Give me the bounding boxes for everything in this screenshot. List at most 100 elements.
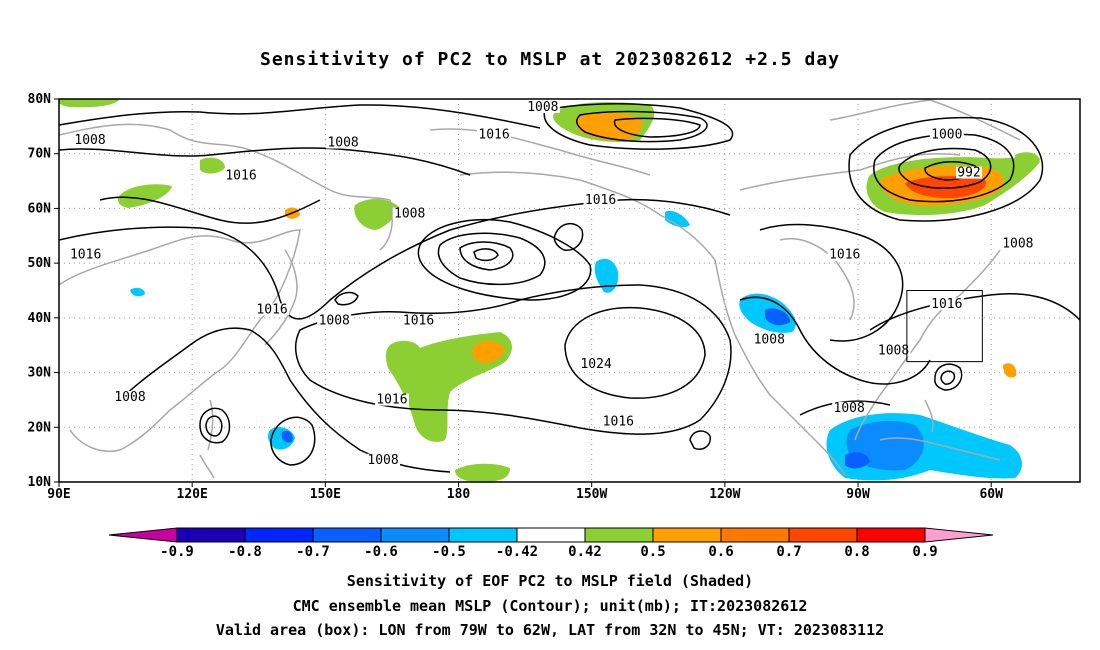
contour-label-bg	[401, 314, 436, 327]
caption-line-2: CMC ensemble mean MSLP (Contour); unit(m…	[292, 597, 808, 615]
coast-florida	[924, 399, 934, 433]
contour-label: 1008	[754, 332, 785, 347]
shade-negative-alaska	[665, 210, 690, 228]
contour-1016-nam	[759, 223, 904, 342]
lon-tick-label: 120E	[177, 487, 208, 502]
contour-kuril-small	[334, 291, 359, 306]
contour-label: 1016	[603, 415, 634, 430]
contour-label-bg	[752, 333, 787, 346]
contour-pacific-low-4	[473, 248, 499, 262]
shade-positive-kamchatka	[354, 198, 400, 230]
contour-arctic-low-outer	[543, 103, 734, 150]
contour-1008-north	[59, 104, 541, 129]
contour-label: 1000	[931, 127, 962, 142]
contour-label-bg	[73, 133, 108, 146]
lat-tick-label: 80N	[28, 92, 52, 107]
contour-hurricane-1	[934, 363, 963, 391]
shade-positive-east-asia	[200, 157, 225, 174]
contour-label: 1008	[527, 100, 558, 115]
contour-atlantic-low-3	[898, 147, 992, 189]
colorbar-label: -0.7	[296, 544, 330, 560]
shade-positive-pacific-orange	[472, 340, 505, 364]
contour-label: 1008	[327, 136, 358, 151]
shade-negative-us-southwest-core	[765, 308, 790, 326]
lon-tick-label: 60W	[979, 487, 1003, 502]
colorbar-high-arrow	[924, 527, 994, 543]
contour-label-bg	[477, 128, 512, 141]
shade-positive-central-pacific	[455, 463, 510, 482]
contour-label-bg	[525, 100, 560, 113]
colorbar-label: 0.5	[640, 544, 665, 560]
colorbar-label: -0.42	[496, 544, 538, 560]
contour-label: 1016	[403, 313, 434, 328]
colorbar: -0.9 -0.8 -0.7 -0.6 -0.5 -0.42 0.42 0.5 0.6 0.7 0.…	[108, 527, 994, 560]
contour-label: 1016	[931, 297, 962, 312]
contour-label: 1008	[319, 313, 350, 328]
contour-americas-1008	[739, 296, 931, 385]
lat-tick-label: 50N	[28, 256, 52, 271]
contour-pacific-low-3	[459, 241, 514, 271]
colorbar-swatch	[856, 527, 926, 543]
contour-label: 1016	[256, 302, 287, 317]
contour-label: 1008	[834, 401, 865, 416]
contour-label-bg	[956, 166, 983, 179]
colorbar-label: -0.9	[160, 544, 194, 560]
shade-positive-siberia	[118, 184, 172, 208]
shade-positive-west	[59, 99, 120, 108]
shade-positive-atlantic-small	[1003, 363, 1017, 378]
contour-label: 1016	[376, 393, 407, 408]
contour-atlantic-low-2	[873, 133, 1015, 203]
caption-line-3: Valid area (box): LON from 79W to 62W, L…	[215, 621, 885, 639]
lat-tick-label: 10N	[28, 475, 52, 490]
contour-hurricane-2	[940, 370, 956, 385]
contour-arctic-low-mid	[575, 110, 708, 143]
lon-tick-label: 120W	[709, 487, 740, 502]
contour-label-bg	[326, 136, 361, 149]
contour-label: 1024	[580, 357, 611, 372]
contour-east-pac-small	[689, 430, 711, 450]
contour-label-bg	[876, 344, 911, 357]
contour-label-bg	[827, 248, 862, 261]
coast-caribbean	[879, 437, 1001, 461]
lat-tick-label: 60N	[28, 201, 52, 216]
coast-arctic	[429, 128, 651, 176]
contour-typhoon-1	[199, 407, 231, 444]
lon-tick-label: 90E	[47, 487, 70, 502]
shade-negative-gulf-mexico-core	[845, 452, 870, 469]
contour-pacific-low-1	[417, 219, 592, 301]
contour-label: 1008	[878, 343, 909, 358]
contour-1016-asia-inner	[99, 196, 321, 224]
contour-gulf-1008	[799, 400, 891, 416]
contour-label-layer: 1008 1008 1016 1016 1008 1016 1008 1016 1000 992 1…	[68, 100, 1035, 468]
shade-negative-east-pacific	[594, 258, 619, 293]
contour-label-bg	[832, 401, 867, 414]
contour-label-bg	[929, 297, 964, 310]
colorbar-swatch	[516, 527, 586, 543]
colorbar-swatch	[448, 527, 518, 543]
contour-label-bg	[68, 248, 103, 261]
shade-positive-north-atlantic-red	[905, 176, 986, 199]
shade-negative-siberia	[130, 287, 145, 297]
lon-tick-label: 150W	[576, 487, 607, 502]
colorbar-swatch	[380, 527, 450, 543]
contour-atlantic-1008	[869, 292, 1080, 331]
contour-label: 992	[957, 166, 980, 181]
contour-label-bg	[374, 393, 409, 406]
lat-tick-label: 40N	[28, 311, 52, 326]
coast-alaska	[459, 171, 716, 261]
colorbar-swatch	[720, 527, 790, 543]
contour-arctic-low-inner	[613, 117, 701, 138]
contour-atlantic-low-1	[848, 116, 1044, 222]
contour-1016-north	[59, 147, 471, 176]
lat-tick-label: 20N	[28, 420, 52, 435]
colorbar-swatch	[176, 527, 246, 543]
contour-label-bg	[392, 207, 427, 220]
colorbar-label: -0.8	[228, 544, 262, 560]
contour-label: 1008	[74, 133, 105, 148]
lon-tick-label: 150E	[310, 487, 341, 502]
contour-1016-south	[294, 284, 732, 435]
lon-tick-label: 180	[447, 487, 471, 502]
contour-label-bg	[317, 314, 352, 327]
colorbar-swatch	[244, 527, 314, 543]
